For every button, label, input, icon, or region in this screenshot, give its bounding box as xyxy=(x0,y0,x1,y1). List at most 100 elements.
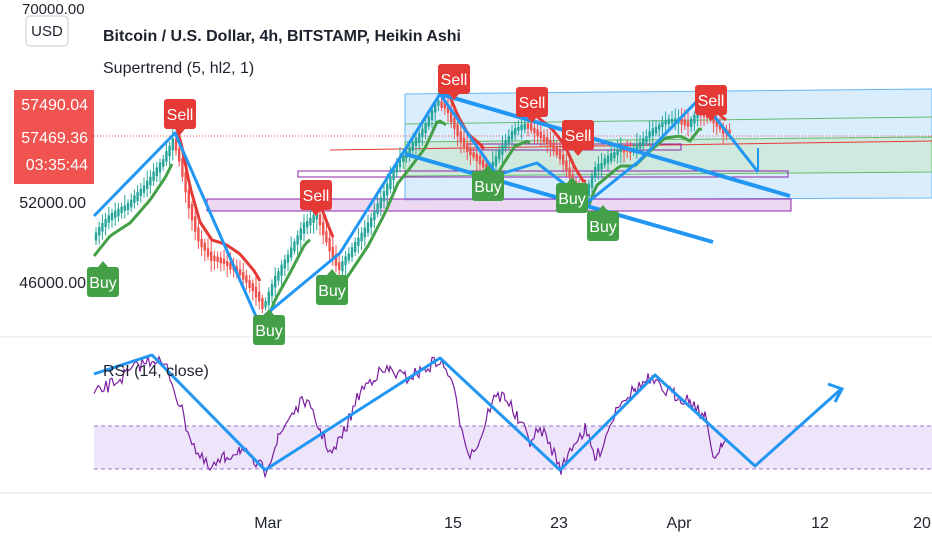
candle xyxy=(101,214,104,240)
candle xyxy=(126,199,130,216)
time-tick-20: 20 xyxy=(913,515,931,532)
candle xyxy=(286,249,290,271)
symbol-title: Bitcoin / U.S. Dollar, 4h, BITSTAMP, Hei… xyxy=(103,28,461,45)
candle xyxy=(475,145,478,172)
candle xyxy=(146,170,149,198)
candle xyxy=(270,279,274,303)
supertrend-segment xyxy=(333,119,447,289)
candle xyxy=(142,177,146,198)
sell-signal: Sell xyxy=(562,120,594,156)
sell-signal: Sell xyxy=(164,99,196,135)
candle xyxy=(216,251,219,269)
time-tick-15: 15 xyxy=(444,515,462,532)
candle xyxy=(594,161,597,183)
candle xyxy=(347,247,350,264)
sell-label: Sell xyxy=(519,95,546,112)
candle xyxy=(610,144,613,165)
candle xyxy=(376,193,379,218)
supertrend-segment xyxy=(92,163,174,257)
candle xyxy=(587,180,590,202)
buy-signal: Buy xyxy=(316,269,348,305)
upper-trendline[interactable] xyxy=(439,92,791,198)
time-tick-apr: Apr xyxy=(667,515,693,532)
candle xyxy=(107,206,110,230)
price-scale[interactable]: 70000.00 USD 57490.04 57469.36 03:35:44 … xyxy=(14,1,94,292)
candle xyxy=(158,158,162,182)
candle xyxy=(168,141,171,167)
candle xyxy=(674,108,677,130)
price-tick-70000: 70000.00 xyxy=(22,1,85,18)
candle xyxy=(642,131,645,151)
resistance-box[interactable] xyxy=(297,170,789,178)
candle xyxy=(638,135,642,152)
sell-label: Sell xyxy=(167,107,194,124)
indicator-title: Supertrend (5, hl2, 1) xyxy=(103,60,254,77)
candle xyxy=(549,131,552,157)
candle xyxy=(645,129,648,147)
candle xyxy=(539,122,542,147)
candle xyxy=(322,211,325,245)
candle xyxy=(654,120,658,137)
time-axis[interactable]: Mar 15 23 Apr 12 20 xyxy=(254,515,931,532)
buy-signal: Buy xyxy=(87,261,119,297)
candle xyxy=(514,122,517,141)
buy-label: Buy xyxy=(474,179,502,196)
buy-signal: Buy xyxy=(253,309,285,345)
candle xyxy=(555,140,558,159)
sell-signal: Sell xyxy=(438,64,470,100)
candle xyxy=(274,267,277,297)
candle xyxy=(379,188,382,217)
chart-legend[interactable]: Bitcoin / U.S. Dollar, 4h, BITSTAMP, Hei… xyxy=(103,28,461,77)
candle xyxy=(200,230,203,257)
rsi-label: RSI (14, close) xyxy=(103,363,209,380)
candle xyxy=(651,120,654,146)
time-tick-23: 23 xyxy=(550,515,568,532)
candle xyxy=(254,276,258,306)
currency-button[interactable] xyxy=(25,15,69,47)
currency-label: USD xyxy=(31,23,63,40)
candle xyxy=(104,212,107,236)
candle xyxy=(222,249,226,271)
candle xyxy=(187,186,190,219)
candle xyxy=(680,108,683,134)
candle xyxy=(267,287,270,310)
candle xyxy=(296,230,299,255)
candle xyxy=(600,152,603,179)
candle xyxy=(686,112,690,136)
buy-label: Buy xyxy=(589,219,617,236)
candle xyxy=(261,294,264,314)
candle xyxy=(306,214,309,235)
candle xyxy=(693,111,696,131)
candle xyxy=(597,156,600,180)
candle xyxy=(94,227,98,245)
candle xyxy=(478,151,482,172)
candle xyxy=(498,145,501,164)
candle xyxy=(667,114,670,130)
candle xyxy=(190,201,194,231)
candle xyxy=(251,279,254,301)
candle xyxy=(354,237,357,256)
candle xyxy=(302,214,306,242)
rsi-pane[interactable]: RSI (14, close) xyxy=(93,353,932,479)
candle xyxy=(344,251,347,276)
candle xyxy=(98,221,101,245)
candle xyxy=(162,154,165,171)
buy-signal: Buy xyxy=(472,165,504,201)
candle xyxy=(213,250,216,270)
candle xyxy=(427,112,430,131)
candle xyxy=(277,267,280,286)
candle xyxy=(366,214,370,237)
candle xyxy=(219,251,222,272)
rsi-zigzag-drawing[interactable] xyxy=(93,353,841,472)
candle xyxy=(139,183,142,203)
candle xyxy=(334,245,338,273)
candle xyxy=(370,212,373,235)
candle xyxy=(123,195,126,219)
candle xyxy=(690,115,693,133)
candle xyxy=(658,120,661,137)
candle xyxy=(136,185,139,206)
candle xyxy=(331,236,334,266)
price-label-1: 57490.04 xyxy=(21,97,88,114)
